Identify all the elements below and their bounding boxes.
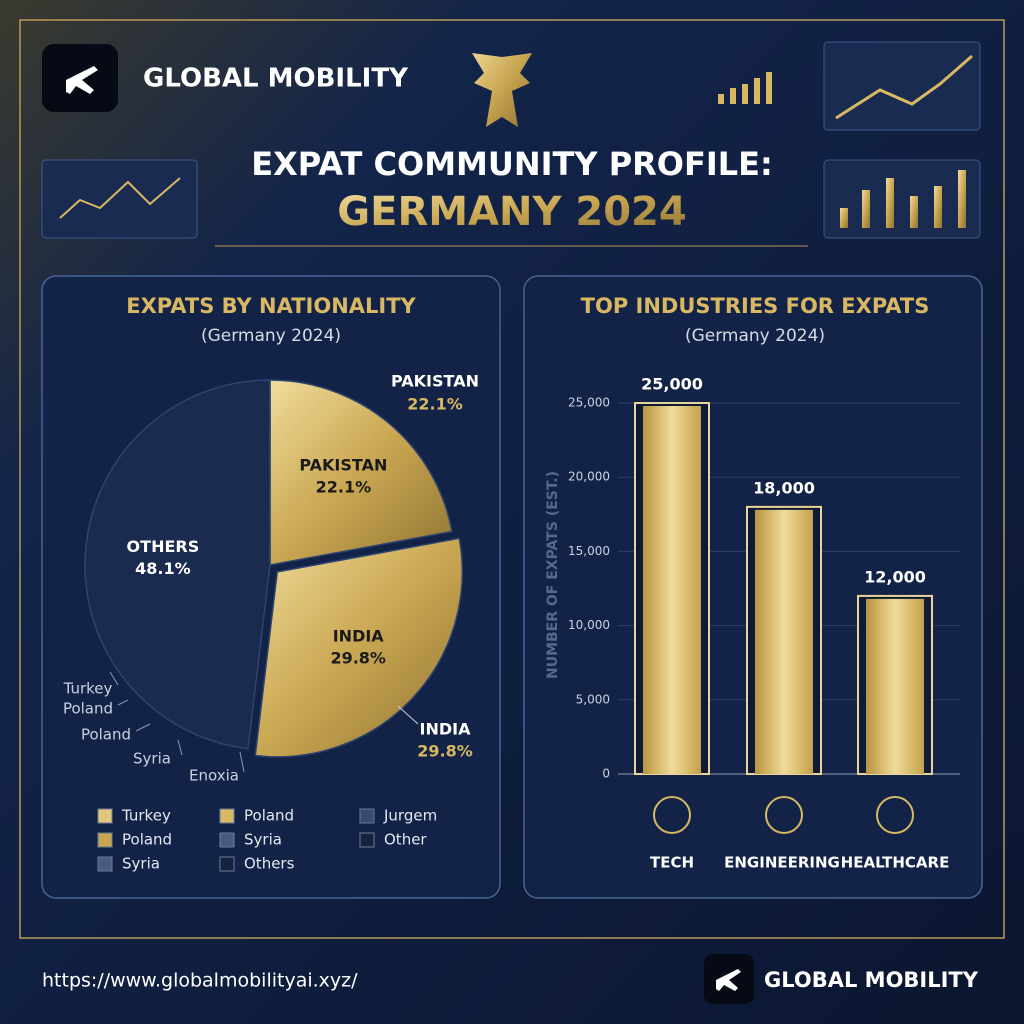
deco-panel [823, 41, 981, 131]
chart-subtitle: (Germany 2024) [201, 326, 341, 346]
slice-value: 22.1% [316, 477, 372, 496]
slice-value: 48.1% [135, 559, 191, 578]
legend-label: Others [244, 855, 295, 873]
frame [19, 19, 1005, 939]
y-tick-label: 5,000 [576, 692, 610, 706]
pie-slice [84, 379, 271, 750]
slice-label: OTHERS [127, 537, 200, 556]
legend-swatch [219, 808, 235, 824]
callout-value: 29.8% [417, 742, 473, 761]
deco-bars-small [718, 72, 772, 104]
annotation: Enoxia [189, 767, 239, 785]
legend-label: Syria [244, 831, 282, 849]
category-icon [765, 796, 803, 834]
y-tick-label: 15,000 [568, 544, 610, 558]
y-tick-label: 25,000 [568, 396, 610, 410]
title: EXPAT COMMUNITY PROFILE: [251, 145, 773, 183]
callout-label: INDIA [420, 720, 472, 739]
annotation: Poland [81, 726, 131, 744]
legend-swatch [97, 832, 113, 848]
legend-label: Turkey [121, 807, 171, 825]
bar-fill [866, 598, 924, 774]
legend-swatch [97, 808, 113, 824]
pie-slice [254, 537, 464, 758]
subtitle: GERMANY 2024 [337, 189, 686, 235]
callout-value: 22.1% [407, 395, 463, 414]
bar-value: 25,000 [641, 375, 703, 394]
legend-swatch [219, 856, 235, 872]
legend-swatch [359, 832, 375, 848]
legend-swatch [219, 832, 235, 848]
pie-slice [269, 379, 453, 566]
category-icon [653, 796, 691, 834]
legend-label: Other [384, 831, 427, 849]
y-tick-label: 20,000 [568, 470, 610, 484]
bar-fill [755, 509, 813, 774]
plane-icon [66, 66, 98, 94]
category-icon [876, 796, 914, 834]
leader-line [239, 751, 245, 773]
deco-bars [840, 170, 966, 228]
chart-subtitle: (Germany 2024) [685, 326, 825, 346]
legend-swatch [359, 808, 375, 824]
bar-fill [643, 406, 701, 774]
x-tick-label: TECH [650, 854, 694, 872]
y-tick-label: 10,000 [568, 618, 610, 632]
callout-label: PAKISTAN [391, 372, 479, 391]
deco-line [59, 177, 181, 219]
slice-label: PAKISTAN [299, 455, 387, 474]
legend-label: Jurgem [383, 807, 437, 825]
slice-label: INDIA [333, 626, 385, 645]
footer-brand: GLOBAL MOBILITY [764, 968, 979, 992]
annotation: Syria [133, 750, 171, 768]
deco-panel [41, 159, 198, 239]
leader-line [109, 671, 119, 686]
footer-url[interactable]: https://www.globalmobilityai.xyz/ [42, 970, 358, 992]
x-tick-label: HEALTHCARE [841, 854, 950, 872]
brand: GLOBAL MOBILITY [143, 64, 409, 94]
legend-swatch [97, 856, 113, 872]
plane-icon [716, 969, 741, 991]
leader-line [135, 723, 151, 732]
annotation: Poland [63, 700, 113, 718]
legend-label: Poland [244, 807, 294, 825]
leader-line [117, 699, 129, 706]
x-tick-label: ENGINEERING [724, 854, 840, 872]
chart-title: TOP INDUSTRIES FOR EXPATS [581, 294, 930, 318]
y-tick-label: 0 [602, 767, 610, 781]
eagle-emblem [472, 45, 532, 127]
annotation: Turkey [63, 680, 113, 698]
deco-line [835, 54, 973, 120]
bar-value: 12,000 [864, 567, 926, 586]
y-axis-label: NUMBER OF EXPATS (EST.) [545, 471, 561, 679]
bar-value: 18,000 [753, 478, 815, 497]
legend-label: Poland [122, 831, 172, 849]
slice-value: 29.8% [330, 648, 386, 667]
legend-label: Syria [122, 855, 160, 873]
leader-line [177, 739, 183, 756]
chart-title: EXPATS BY NATIONALITY [126, 294, 416, 318]
leader-line [397, 705, 419, 725]
